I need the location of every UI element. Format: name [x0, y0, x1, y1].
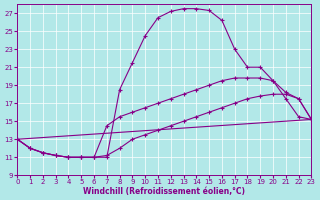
- X-axis label: Windchill (Refroidissement éolien,°C): Windchill (Refroidissement éolien,°C): [84, 187, 245, 196]
